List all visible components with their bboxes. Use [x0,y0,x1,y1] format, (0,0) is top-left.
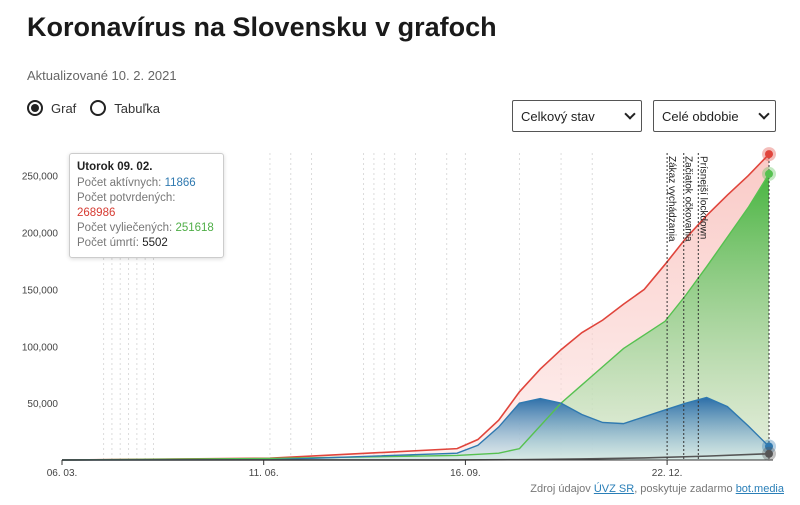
radio-unchecked-icon [90,100,107,116]
tooltip-confirmed-value: 268986 [77,207,116,219]
source-link-uvz[interactable]: ÚVZ SR [593,483,635,495]
tooltip-confirmed-label: Počet potvrdených: [77,192,176,204]
tooltip-deaths-value: 5502 [142,237,168,249]
radio-checked-icon [27,100,43,116]
tooltip-deaths-label: Počet úmrtí: [77,237,139,249]
recovered-area [62,173,769,460]
chevron-down-icon [758,108,770,120]
y-tick-label: 50,000 [27,399,58,410]
x-tick-label: 06. 03. [47,468,78,479]
radio-table-label: Tabuľka [114,100,161,116]
covid-chart[interactable]: 50,000 100,000 150,000 200,000 250,000 Zákaz … [0,140,800,480]
y-tick-label: 200,000 [22,229,59,240]
deaths-marker [765,449,773,458]
radio-graph-label: Graf [51,100,77,116]
metric-select-value: Celkový stav [521,108,595,124]
tooltip-active-label: Počet aktívnych: [77,177,162,189]
annotation-label: Začiatok očkovania [683,156,694,242]
confirmed-line [61,153,770,461]
radio-table[interactable]: Tabuľka [90,100,160,116]
active-line [61,396,770,461]
y-tick-label: 100,000 [22,342,59,353]
confirmed-marker [765,150,773,159]
tooltip-recovered-value: 251618 [175,222,214,234]
tooltip-active-value: 11866 [164,177,196,189]
radio-graph[interactable]: Graf [27,100,76,116]
annotation-label: Prísnejší lockdown [697,156,708,239]
metric-select[interactable]: Celkový stav [512,100,642,132]
x-tick-label: 16. 09. [450,468,481,479]
tooltip-date: Utorok 09. 02. [77,161,153,173]
chevron-down-icon [624,108,636,120]
period-select-value: Celé obdobie [662,108,739,124]
recovered-line [61,173,770,461]
y-tick-label: 250,000 [22,172,59,183]
x-tick-label: 11. 06. [249,468,279,479]
active-marker [765,442,773,451]
page-title: Koronavírus na Slovensku v grafoch [27,12,497,42]
period-select[interactable]: Celé obdobie [653,100,776,132]
view-toggle: Graf Tabuľka [27,100,174,116]
tooltip-recovered-label: Počet vyliečených: [77,222,173,234]
x-tick-label: 22. 12. [652,468,683,479]
source-note: Zdroj údajov ÚVZ SR, poskytuje zadarmo b… [530,483,784,495]
source-link-botmedia[interactable]: bot.media [735,483,784,495]
chart-tooltip: Utorok 09. 02. Počet aktívnych: 11866 Po… [69,153,224,258]
last-updated: Aktualizované 10. 2. 2021 [27,68,177,83]
y-tick-label: 150,000 [22,285,59,296]
active-area [62,397,769,460]
recovered-marker [765,169,773,178]
annotation-label: Zákaz vychádzania [666,156,677,242]
